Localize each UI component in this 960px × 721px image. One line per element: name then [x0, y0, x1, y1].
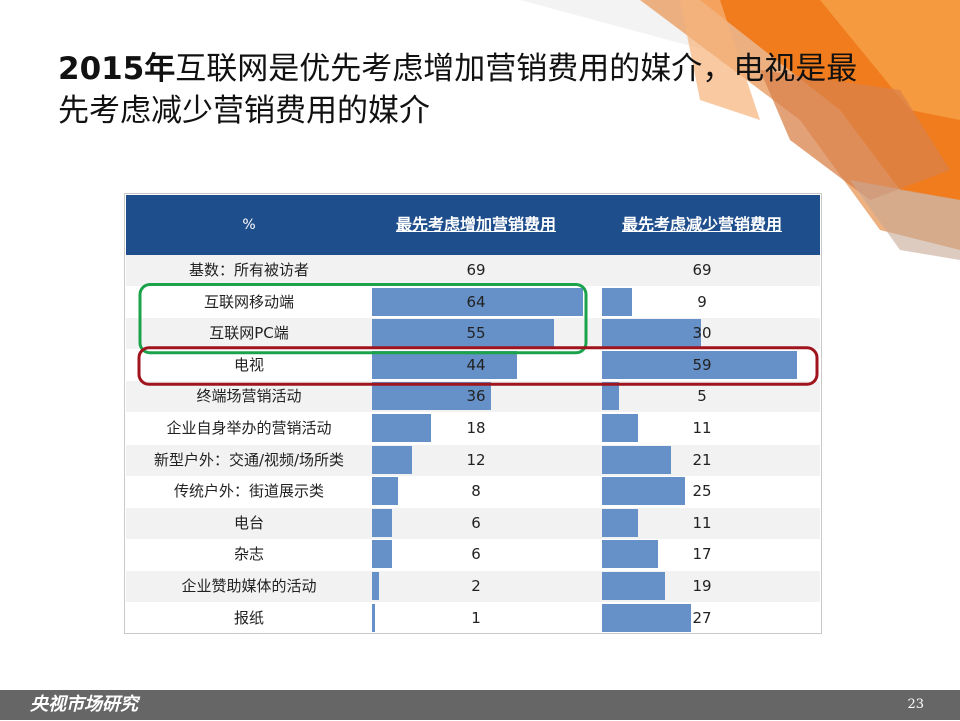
increase-bar	[372, 382, 491, 411]
decrease-bar	[602, 445, 672, 474]
row-label: 传统户外：街道展示类	[173, 482, 324, 501]
decrease-bar	[602, 413, 639, 442]
row-label: 终端场营销活动	[196, 387, 302, 406]
table-row: 企业赞助媒体的活动 2 19	[126, 570, 820, 602]
base-decrease-value: 69	[692, 261, 712, 279]
decrease-bar	[602, 571, 665, 600]
increase-bar	[372, 571, 379, 600]
row-label: 电台	[233, 513, 264, 532]
decrease-value: 25	[692, 482, 712, 501]
decrease-value: 11	[692, 513, 712, 532]
base-increase-value: 69	[466, 261, 486, 279]
slide-title: 2015年互联网是优先考虑增加营销费用的媒介，电视是最先考虑减少营销费用的媒介	[58, 48, 888, 132]
base-row: 基数：所有被访者 69 69	[126, 255, 820, 286]
decrease-value: 17	[692, 545, 712, 564]
decrease-bar	[602, 382, 619, 411]
decrease-bar	[602, 508, 639, 537]
table-row: 互联网移动端 64 9	[126, 287, 820, 318]
header-increase: 最先考虑增加营销费用	[395, 215, 556, 234]
increase-bar	[372, 603, 376, 632]
increase-value: 6	[471, 545, 481, 564]
increase-bar	[372, 508, 392, 537]
base-label: 基数：所有被访者	[188, 261, 309, 279]
row-label: 电视	[233, 355, 264, 374]
increase-bar	[372, 477, 399, 506]
increase-value: 12	[466, 450, 486, 469]
decrease-value: 21	[692, 450, 712, 469]
footer-bar: 央视市场研究 23	[0, 690, 960, 720]
increase-bar	[372, 540, 392, 569]
increase-value: 6	[471, 513, 481, 532]
increase-bar	[372, 413, 432, 442]
increase-value: 55	[466, 324, 486, 343]
decrease-bar	[602, 319, 701, 348]
row-label: 新型户外：交通/视频/场所类	[153, 450, 345, 469]
increase-value: 1	[471, 608, 481, 627]
increase-value: 64	[466, 292, 486, 311]
decrease-bar	[602, 477, 685, 506]
decrease-value: 9	[697, 292, 707, 311]
row-label: 杂志	[233, 545, 264, 564]
increase-value: 8	[471, 482, 481, 501]
table-row: 传统户外：街道展示类 8 25	[126, 476, 820, 507]
table-row: 互联网PC端 55 30	[126, 318, 820, 350]
table-row: 电视 44 59	[126, 350, 820, 381]
decrease-value: 5	[697, 387, 707, 406]
decrease-bar	[602, 540, 659, 569]
row-label: 报纸	[233, 608, 264, 627]
increase-value: 36	[466, 387, 486, 406]
footer-brand: 央视市场研究	[30, 694, 138, 715]
table-header: % 最先考虑增加营销费用 最先考虑减少营销费用	[126, 195, 820, 255]
increase-value: 18	[466, 418, 486, 437]
decrease-value: 11	[692, 418, 712, 437]
decrease-bar	[602, 603, 692, 632]
row-label: 互联网移动端	[203, 292, 294, 311]
title-text: 互联网是优先考虑增加营销费用的媒介，电视是最先考虑减少营销费用的媒介	[58, 51, 858, 129]
table-row: 新型户外：交通/视频/场所类 12 21	[126, 444, 820, 476]
table-row: 企业自身举办的营销活动 18 11	[126, 413, 820, 444]
increase-value: 2	[471, 576, 481, 595]
page-number: 23	[907, 697, 924, 712]
increase-bar	[372, 445, 412, 474]
table-row: 杂志 6 17	[126, 539, 820, 570]
media-budget-table: % 最先考虑增加营销费用 最先考虑减少营销费用 基数：所有被访者 69 69 互…	[124, 193, 822, 634]
row-label: 企业赞助媒体的活动	[181, 576, 317, 595]
increase-value: 44	[466, 355, 486, 374]
row-label: 互联网PC端	[209, 324, 289, 343]
decrease-value: 27	[692, 608, 712, 627]
row-label: 企业自身举办的营销活动	[166, 418, 332, 437]
table-row: 报纸 1 27	[126, 603, 820, 634]
header-decrease: 最先考虑减少营销费用	[621, 215, 782, 234]
decrease-value: 30	[692, 324, 712, 343]
header-unit: %	[242, 217, 256, 233]
decrease-bar	[602, 287, 632, 316]
table-row: 电台 6 11	[126, 507, 820, 539]
title-year: 2015年	[58, 51, 176, 87]
table-row: 终端场营销活动 36 5	[126, 381, 820, 413]
decrease-value: 59	[692, 355, 712, 374]
decrease-value: 19	[692, 576, 712, 595]
